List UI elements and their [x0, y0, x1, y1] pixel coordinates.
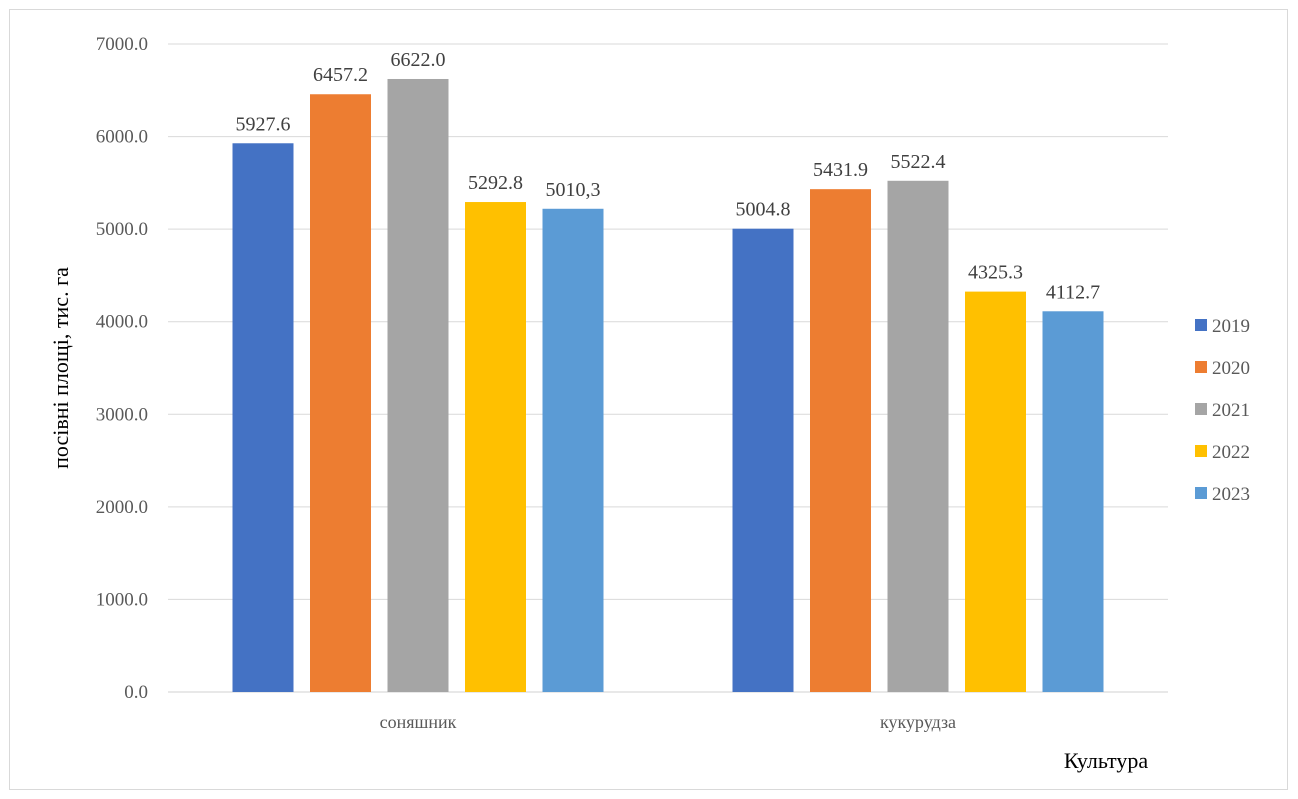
- legend-swatch: [1195, 487, 1207, 499]
- x-category-label: кукурудза: [880, 712, 956, 732]
- y-tick-label: 4000.0: [96, 312, 148, 333]
- legend-swatch: [1195, 445, 1207, 457]
- y-tick-label: 6000.0: [96, 127, 148, 148]
- y-axis-ticks: 0.0 1000.0 2000.0 3000.0 4000.0 5000.0 6000.0 7…: [96, 34, 148, 703]
- bar-2019-0: [232, 143, 294, 692]
- x-category-label: соняшник: [380, 712, 457, 732]
- bar-2022-1: [965, 291, 1026, 692]
- bar-2023-0: [542, 208, 604, 692]
- data-label: 5004.8: [736, 199, 791, 221]
- legend-swatch: [1195, 361, 1207, 373]
- y-tick-label: 7000.0: [96, 34, 148, 55]
- y-tick-label: 0.0: [124, 682, 148, 703]
- legend-label: 2022: [1212, 442, 1250, 463]
- data-label: 4112.7: [1046, 281, 1100, 303]
- bar-2021-0: [387, 78, 449, 692]
- data-label: 4325.3: [968, 262, 1023, 284]
- legend-label: 2021: [1212, 400, 1250, 421]
- data-label: 6457.2: [313, 64, 368, 86]
- bar-2019-1: [732, 228, 794, 692]
- y-tick-label: 2000.0: [96, 497, 148, 518]
- x-axis-title: Культура: [1064, 748, 1149, 773]
- legend-label: 2019: [1212, 316, 1250, 337]
- legend-label: 2023: [1212, 484, 1250, 505]
- data-label: 5010,3: [546, 179, 601, 201]
- data-labels: 5927.6 6457.2 6622.0 5292.8 5010,3 5004.8 5431…: [236, 49, 1101, 303]
- data-label: 6622.0: [391, 49, 446, 71]
- data-label: 5522.4: [891, 151, 946, 173]
- bar-2022-0: [465, 202, 526, 692]
- data-label: 5431.9: [813, 159, 868, 181]
- bar-2023-1: [1042, 311, 1104, 692]
- bar-2020-1: [810, 189, 871, 692]
- legend: 2019 2020 2021 2022 2023: [1195, 316, 1250, 505]
- y-tick-label: 1000.0: [96, 589, 148, 610]
- y-tick-label: 5000.0: [96, 219, 148, 240]
- bar-2020-0: [310, 94, 371, 692]
- data-label: 5292.8: [468, 172, 523, 194]
- bar-2021-1: [887, 180, 949, 692]
- legend-swatch: [1195, 403, 1207, 415]
- data-label: 5927.6: [236, 113, 291, 135]
- y-axis-title: посівні площі, тис. га: [48, 267, 73, 469]
- bars: [232, 78, 1104, 692]
- legend-swatch: [1195, 319, 1207, 331]
- legend-label: 2020: [1212, 358, 1250, 379]
- x-axis-categories: соняшник кукурудза: [380, 712, 956, 732]
- y-tick-label: 3000.0: [96, 404, 148, 425]
